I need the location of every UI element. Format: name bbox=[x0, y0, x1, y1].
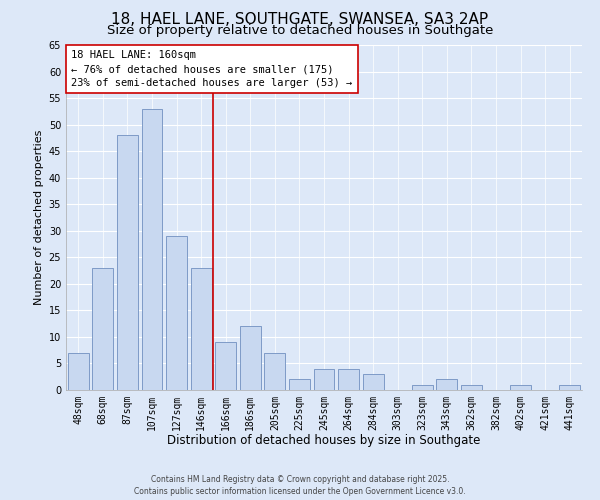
Bar bbox=[314, 369, 334, 390]
Bar bbox=[92, 268, 113, 390]
Bar bbox=[265, 353, 286, 390]
X-axis label: Distribution of detached houses by size in Southgate: Distribution of detached houses by size … bbox=[167, 434, 481, 448]
Y-axis label: Number of detached properties: Number of detached properties bbox=[34, 130, 44, 305]
Bar bbox=[412, 384, 433, 390]
Bar bbox=[436, 380, 457, 390]
Text: 18 HAEL LANE: 160sqm
← 76% of detached houses are smaller (175)
23% of semi-deta: 18 HAEL LANE: 160sqm ← 76% of detached h… bbox=[71, 50, 352, 88]
Bar bbox=[338, 369, 359, 390]
Bar bbox=[68, 353, 89, 390]
Bar bbox=[166, 236, 187, 390]
Bar bbox=[559, 384, 580, 390]
Bar bbox=[191, 268, 212, 390]
Bar bbox=[117, 135, 138, 390]
Text: Contains HM Land Registry data © Crown copyright and database right 2025.
Contai: Contains HM Land Registry data © Crown c… bbox=[134, 475, 466, 496]
Bar bbox=[240, 326, 261, 390]
Bar bbox=[215, 342, 236, 390]
Bar bbox=[142, 108, 163, 390]
Bar bbox=[362, 374, 383, 390]
Bar bbox=[289, 380, 310, 390]
Bar bbox=[510, 384, 531, 390]
Text: Size of property relative to detached houses in Southgate: Size of property relative to detached ho… bbox=[107, 24, 493, 37]
Text: 18, HAEL LANE, SOUTHGATE, SWANSEA, SA3 2AP: 18, HAEL LANE, SOUTHGATE, SWANSEA, SA3 2… bbox=[112, 12, 488, 28]
Bar bbox=[461, 384, 482, 390]
